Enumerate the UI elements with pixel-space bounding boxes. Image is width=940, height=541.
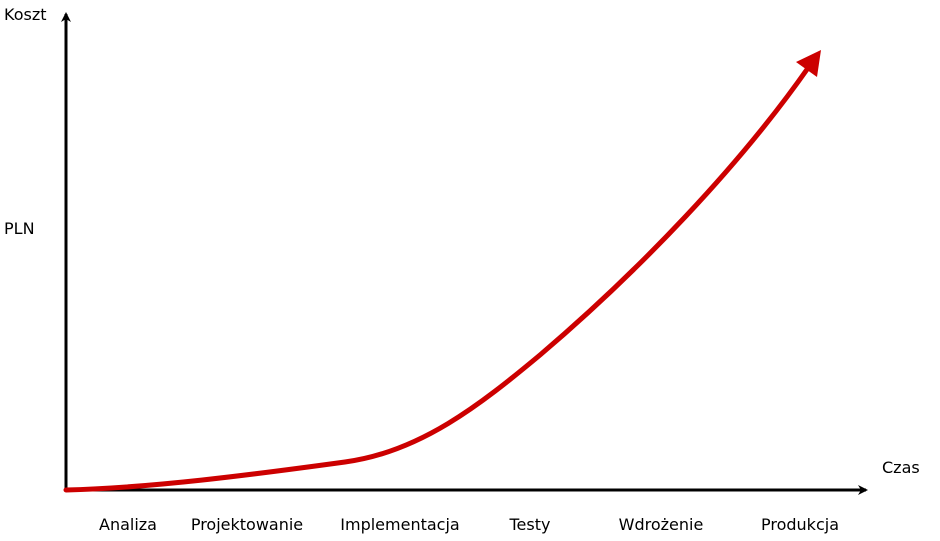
- stage-label-implementacja: Implementacja: [340, 515, 459, 534]
- cost-curve: [63, 65, 811, 493]
- stage-label-produkcja: Produkcja: [761, 515, 839, 534]
- y-unit-label: PLN: [4, 219, 35, 238]
- y-axis-label: Koszt: [4, 5, 47, 24]
- stage-label-wdrozenie: Wdrożenie: [619, 515, 704, 534]
- stage-label-analiza: Analiza: [99, 515, 157, 534]
- x-axis-label: Czas: [882, 458, 920, 477]
- stage-label-projektowanie: Projektowanie: [191, 515, 303, 534]
- cost-curve-arrowhead: [796, 50, 821, 77]
- stage-label-testy: Testy: [509, 515, 551, 534]
